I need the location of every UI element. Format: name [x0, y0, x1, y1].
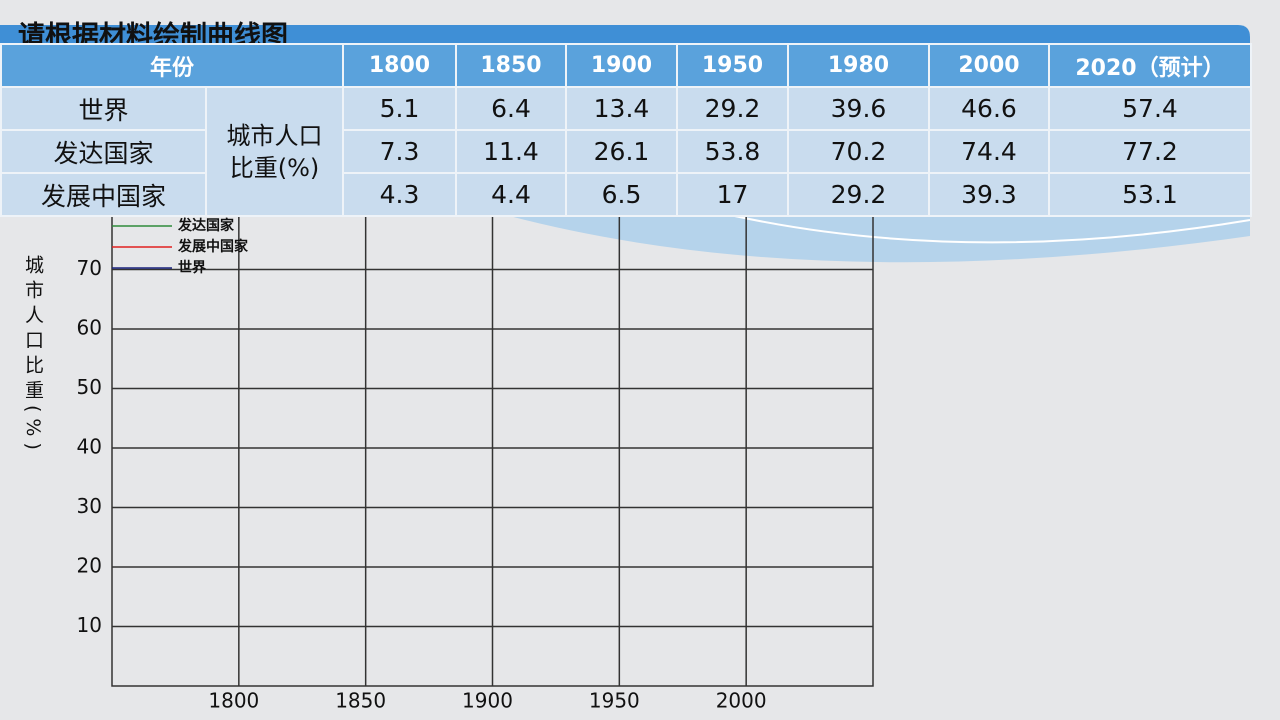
- y-tick-label: 50: [77, 375, 102, 399]
- value-cell: 57.4: [1048, 86, 1252, 131]
- value-cell: 26.1: [565, 129, 678, 174]
- value-cell: 6.4: [455, 86, 567, 131]
- data-table: 年份 1800 1850 1900 1950 1980 2000 2020（预计） 世界 城市…: [0, 43, 1252, 217]
- unit-label: 城市人口比重(%): [226, 121, 323, 182]
- value-cell: 17: [676, 172, 789, 217]
- legend-label: 发达国家: [177, 217, 235, 234]
- unit-cell: 城市人口比重(%): [205, 86, 344, 217]
- decoration: [480, 208, 1250, 263]
- title-bar: [0, 25, 1250, 43]
- value-cell: 4.4: [455, 172, 567, 217]
- value-cell: 6.5: [565, 172, 678, 217]
- year-cell: 1950: [676, 43, 789, 88]
- y-tick-label: 60: [77, 316, 102, 340]
- value-cell: 29.2: [676, 86, 789, 131]
- value-cell: 4.3: [342, 172, 457, 217]
- value-cell: 7.3: [342, 129, 457, 174]
- value-cell: 74.4: [928, 129, 1050, 174]
- year-cell: 1900: [565, 43, 678, 88]
- value-cell: 77.2: [1048, 129, 1252, 174]
- x-tick-label: 1850: [335, 689, 386, 713]
- table-row: 发展中国家 4.3 4.4 6.5 17 29.2 39.3 53.1: [0, 172, 1252, 217]
- header-row: 年份 1800 1850 1900 1950 1980 2000 2020（预计）: [0, 43, 1252, 88]
- year-cell: 2020（预计）: [1048, 43, 1252, 88]
- value-cell: 39.3: [928, 172, 1050, 217]
- x-tick-label: 1950: [589, 689, 640, 713]
- x-tick-label: 1900: [462, 689, 513, 713]
- y-tick-label: 10: [77, 613, 102, 637]
- legend-label: 发展中国家: [177, 238, 249, 255]
- y-tick-label: 30: [77, 494, 102, 518]
- row-label: 世界: [0, 86, 207, 131]
- table-row: 发达国家 7.3 11.4 26.1 53.8 70.2 74.4 77.2: [0, 129, 1252, 174]
- row-label: 发展中国家: [0, 172, 207, 217]
- value-cell: 5.1: [342, 86, 457, 131]
- value-cell: 70.2: [787, 129, 930, 174]
- y-tick-label: 20: [77, 554, 102, 578]
- table-row: 世界 城市人口比重(%) 5.1 6.4 13.4 29.2 39.6 46.6 57.4: [0, 86, 1252, 217]
- value-cell: 46.6: [928, 86, 1050, 131]
- decoration: [699, 207, 1251, 244]
- y-axis-label: 城市人口比重(%): [22, 255, 44, 456]
- value-cell: 39.6: [787, 86, 930, 131]
- y-tick-label: 70: [77, 256, 102, 280]
- value-cell: 11.4: [455, 129, 567, 174]
- year-cell: 1800: [342, 43, 457, 88]
- header-cell: 年份: [0, 43, 344, 88]
- x-tick-label: 2000: [716, 689, 767, 713]
- value-cell: 53.8: [676, 129, 789, 174]
- x-tick-label: 1800: [208, 689, 259, 713]
- year-cell: 1850: [455, 43, 567, 88]
- y-tick-label: 40: [77, 435, 102, 459]
- value-cell: 53.1: [1048, 172, 1252, 217]
- value-cell: 29.2: [787, 172, 930, 217]
- year-cell: 2000: [928, 43, 1050, 88]
- year-cell: 1980: [787, 43, 930, 88]
- row-label: 发达国家: [0, 129, 207, 174]
- value-cell: 13.4: [565, 86, 678, 131]
- legend-label: 世界: [178, 259, 207, 276]
